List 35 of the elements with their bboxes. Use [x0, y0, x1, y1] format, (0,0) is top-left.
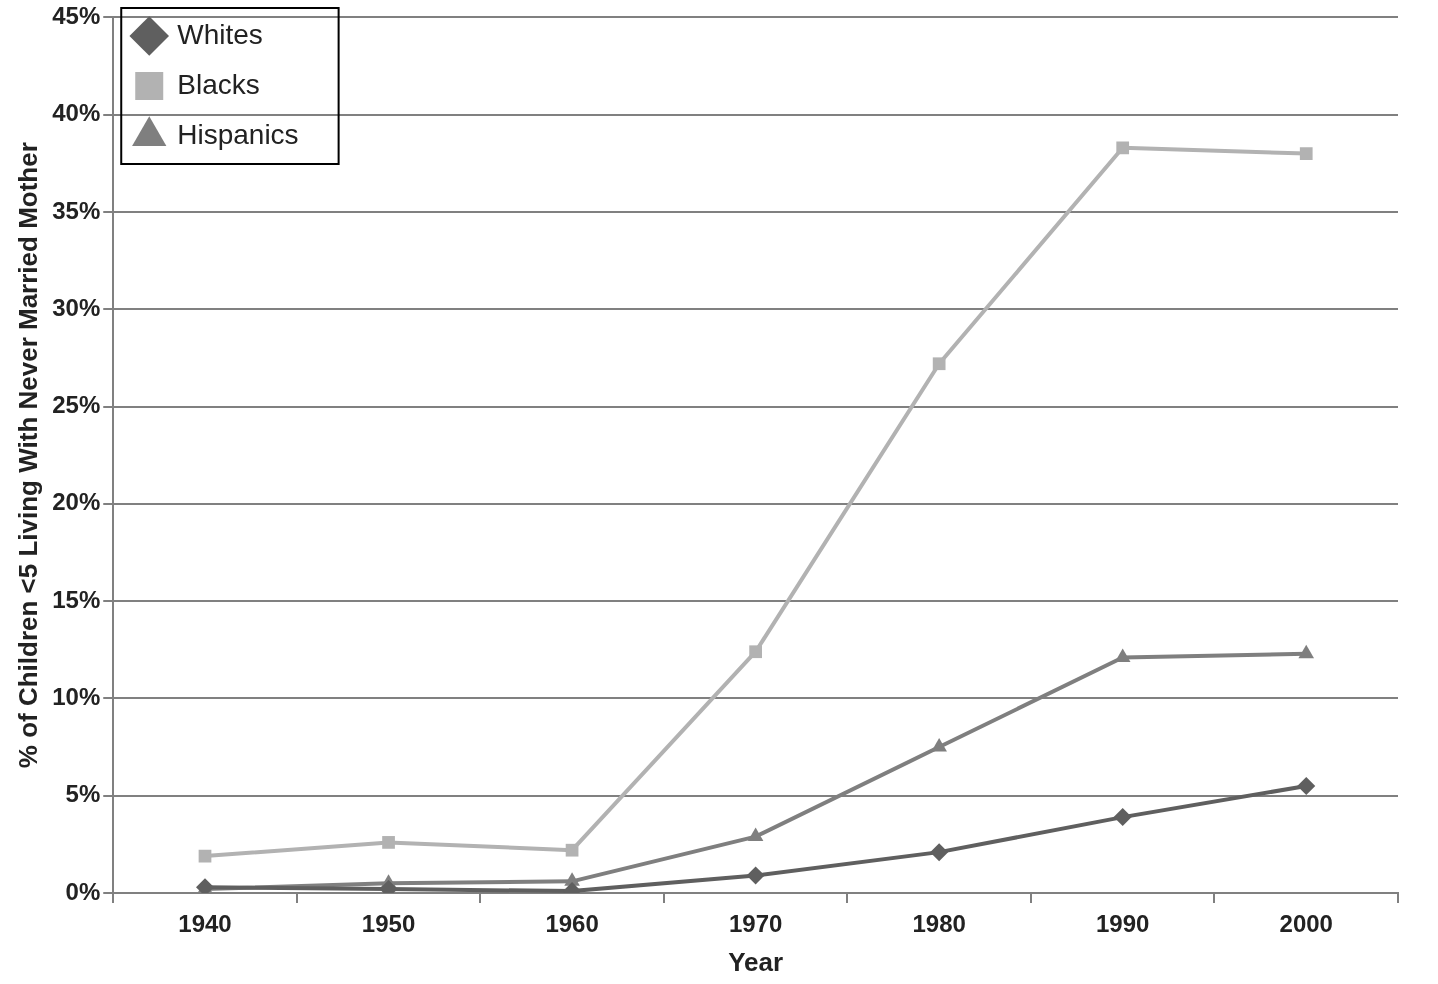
x-tick-label: 1980 [912, 910, 966, 938]
y-tick-label: 30% [52, 293, 101, 321]
x-tick-label: 1940 [178, 910, 232, 938]
point [565, 843, 579, 857]
y-tick-label: 45% [52, 2, 101, 30]
point [747, 827, 764, 842]
point [930, 843, 949, 862]
x-axis-title: Year [728, 946, 784, 977]
point [931, 738, 947, 752]
x-tick-label: 1990 [1096, 910, 1150, 938]
point [382, 836, 395, 849]
y-tick-label: 5% [65, 780, 101, 808]
x-tick-label: 1960 [545, 910, 599, 938]
point [1299, 147, 1313, 160]
point [1297, 776, 1316, 795]
point [1116, 141, 1130, 155]
point [1113, 808, 1132, 827]
y-tick-label: 20% [52, 488, 101, 516]
y-tick-label: 35% [52, 196, 101, 224]
y-tick-label: 0% [65, 877, 101, 905]
x-tick-label: 2000 [1279, 910, 1333, 938]
legend-label: Blacks [177, 68, 260, 100]
point [749, 645, 762, 659]
y-tick-label: 25% [52, 391, 101, 419]
point [1298, 644, 1315, 659]
x-tick-label: 1970 [728, 910, 783, 938]
point [746, 866, 765, 885]
point [932, 357, 946, 371]
legend-label: Whites [177, 18, 263, 50]
y-axis-title: % of Children <5 Living With Never Married Mother [12, 142, 43, 769]
y-tick-label: 10% [52, 683, 101, 711]
y-tick-label: 40% [52, 99, 101, 127]
legend-label: Hispanics [177, 118, 299, 150]
y-tick-label: 15% [52, 585, 101, 613]
x-tick-label: 1950 [361, 910, 416, 938]
